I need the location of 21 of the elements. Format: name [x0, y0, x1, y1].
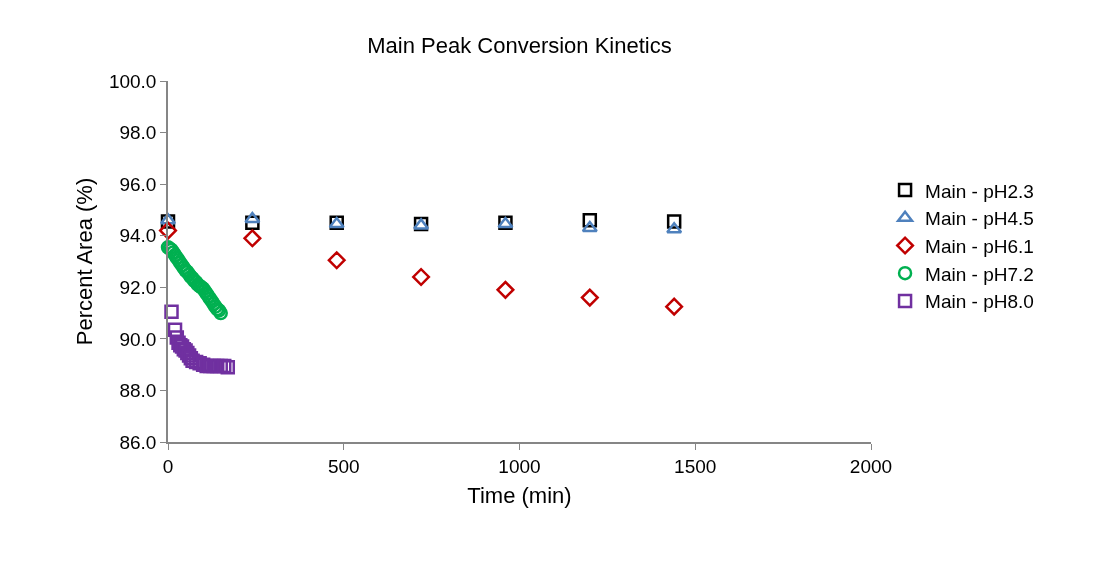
legend-label: Main - pH4.5 — [925, 208, 1034, 230]
y-axis-title: Percent Area (%) — [72, 177, 98, 346]
y-tick-label: 86.0 — [119, 431, 157, 453]
y-tick-label: 90.0 — [119, 328, 157, 350]
legend-label: Main - pH6.1 — [925, 235, 1034, 257]
x-axis-title: Time (min) — [467, 482, 572, 508]
x-tick-label: 2000 — [849, 455, 893, 477]
chart-title: Main Peak Conversion Kinetics — [367, 32, 672, 58]
y-tick-label: 94.0 — [119, 225, 157, 247]
x-tick-label: 1500 — [674, 455, 717, 477]
legend-label: Main - pH8.0 — [925, 291, 1034, 313]
y-tick-label: 88.0 — [119, 380, 157, 402]
x-tick-label: 0 — [162, 455, 174, 477]
y-tick-label: 98.0 — [119, 122, 157, 144]
x-tick-label: 1000 — [498, 455, 541, 477]
x-tick-label: 500 — [327, 455, 360, 477]
y-tick-label: 100.0 — [108, 70, 157, 92]
legend-label: Main - pH2.3 — [925, 180, 1034, 202]
y-tick-label: 96.0 — [119, 173, 157, 195]
y-tick-label: 92.0 — [119, 276, 157, 298]
legend-label: Main - pH7.2 — [925, 263, 1034, 285]
